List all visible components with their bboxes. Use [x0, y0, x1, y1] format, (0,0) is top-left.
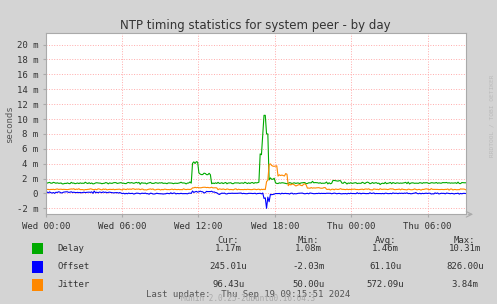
Text: 1.17m: 1.17m — [215, 244, 242, 253]
Text: 61.10u: 61.10u — [369, 262, 401, 271]
Text: Cur:: Cur: — [218, 236, 240, 245]
Text: 1.46m: 1.46m — [372, 244, 399, 253]
Text: 96.43u: 96.43u — [213, 280, 245, 289]
Text: Avg:: Avg: — [374, 236, 396, 245]
Text: Max:: Max: — [454, 236, 476, 245]
Text: 572.09u: 572.09u — [366, 280, 404, 289]
Text: Munin 2.0.25-2ubuntu0.16.04.3: Munin 2.0.25-2ubuntu0.16.04.3 — [181, 294, 316, 303]
Text: 50.00u: 50.00u — [292, 280, 324, 289]
Text: Offset: Offset — [57, 262, 89, 271]
Text: 10.31m: 10.31m — [449, 244, 481, 253]
Text: 245.01u: 245.01u — [210, 262, 248, 271]
Text: 3.84m: 3.84m — [451, 280, 478, 289]
Text: Last update:  Thu Sep 19 09:15:51 2024: Last update: Thu Sep 19 09:15:51 2024 — [147, 289, 350, 299]
Text: RRDTOOL / TOBI OETIKER: RRDTOOL / TOBI OETIKER — [490, 74, 495, 157]
Text: 826.00u: 826.00u — [446, 262, 484, 271]
Text: Min:: Min: — [297, 236, 319, 245]
Y-axis label: seconds: seconds — [5, 105, 14, 143]
Text: 1.08m: 1.08m — [295, 244, 322, 253]
Text: -2.03m: -2.03m — [292, 262, 324, 271]
Text: Delay: Delay — [57, 244, 84, 253]
Text: Jitter: Jitter — [57, 280, 89, 289]
Title: NTP timing statistics for system peer - by day: NTP timing statistics for system peer - … — [120, 19, 391, 32]
